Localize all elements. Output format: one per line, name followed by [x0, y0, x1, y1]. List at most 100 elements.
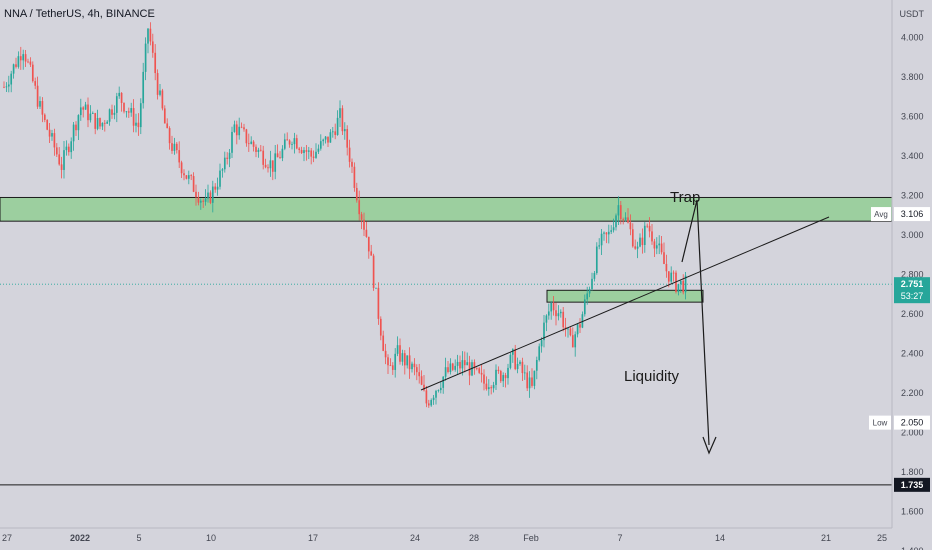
candle-body	[648, 225, 651, 232]
candle-body	[84, 104, 87, 110]
candle-body	[55, 147, 58, 155]
candle-body	[72, 124, 75, 142]
x-tick-label: Feb	[523, 533, 539, 543]
candle-body	[375, 287, 377, 289]
candle-body	[226, 157, 229, 159]
candle-body	[406, 355, 409, 366]
candle-body	[15, 64, 17, 67]
candle-body	[533, 370, 536, 386]
candle-body	[147, 28, 149, 44]
candle-body	[651, 231, 653, 242]
candle-body	[307, 150, 310, 152]
candle-body	[571, 335, 574, 348]
candle-body	[154, 52, 157, 74]
candle-body	[547, 311, 550, 316]
y-tick-label: 2.400	[901, 349, 924, 359]
candle-body	[588, 289, 591, 294]
candle-body	[629, 222, 632, 230]
candle-body	[19, 56, 22, 61]
candle-body	[331, 131, 334, 133]
candle-body	[367, 236, 370, 252]
candle-body	[607, 231, 610, 235]
candle-body	[423, 384, 425, 391]
candle-body	[447, 367, 449, 372]
x-tick-label: 28	[469, 533, 479, 543]
candle-body	[298, 148, 301, 150]
candle-body	[574, 334, 577, 348]
candle-body	[63, 150, 65, 170]
candle-body	[12, 64, 15, 74]
x-tick-label: 7	[617, 533, 622, 543]
candle-body	[60, 164, 63, 170]
candle-body	[286, 139, 289, 141]
candle-body	[627, 217, 629, 223]
x-tick-label: 17	[308, 533, 318, 543]
candle-body	[487, 387, 490, 390]
candle-body	[231, 131, 233, 153]
candle-body	[82, 107, 85, 110]
candle-body	[89, 113, 92, 121]
candle-body	[432, 397, 435, 401]
x-tick-label: 27	[2, 533, 12, 543]
candle-body	[545, 315, 548, 323]
candle-body	[559, 311, 562, 314]
candle-body	[583, 299, 586, 315]
candle-body	[211, 186, 214, 203]
candle-body	[569, 328, 572, 336]
avg-value: 3.106	[901, 209, 924, 219]
candle-body	[262, 150, 265, 165]
x-tick-label: 25	[877, 533, 887, 543]
candle-body	[399, 345, 401, 362]
candle-body	[36, 85, 39, 107]
candle-body	[420, 376, 423, 385]
candle-body	[535, 359, 538, 371]
candle-body	[610, 230, 613, 232]
candle-body	[540, 340, 543, 347]
low-value: 2.050	[901, 418, 924, 428]
candle-body	[449, 363, 452, 372]
candle-body	[51, 133, 53, 137]
candle-body	[70, 141, 73, 153]
candle-body	[293, 138, 296, 145]
candle-body	[684, 275, 687, 293]
candle-body	[641, 237, 644, 246]
candle-body	[643, 225, 646, 246]
candle-body	[586, 293, 589, 300]
candle-body	[408, 355, 411, 370]
candle-body	[130, 108, 133, 113]
candle-body	[413, 363, 416, 368]
candle-body	[159, 90, 161, 95]
candle-body	[567, 328, 569, 330]
candle-body	[271, 160, 274, 172]
candle-body	[343, 129, 346, 132]
candle-body	[598, 245, 601, 247]
candle-body	[473, 362, 476, 369]
candle-body	[631, 229, 634, 247]
candle-body	[303, 150, 305, 154]
candle-body	[663, 252, 665, 264]
level-badge	[894, 477, 930, 492]
candle-body	[490, 387, 493, 389]
x-tick-label: 21	[821, 533, 831, 543]
candle-body	[46, 119, 49, 130]
candle-body	[425, 390, 428, 404]
candle-body	[427, 403, 430, 406]
candle-body	[75, 124, 77, 131]
zones	[0, 196, 893, 303]
candle-body	[351, 161, 353, 167]
candle-body	[483, 374, 485, 384]
candle-body	[118, 92, 121, 97]
candle-body	[41, 101, 44, 115]
candle-body	[173, 143, 176, 151]
candle-body	[389, 365, 392, 367]
candle-body	[315, 151, 317, 158]
candle-body	[384, 350, 387, 358]
candle-body	[96, 118, 99, 129]
candle-body	[53, 133, 56, 148]
candle-body	[175, 143, 178, 151]
candle-body	[139, 103, 142, 128]
candle-body	[27, 61, 29, 63]
